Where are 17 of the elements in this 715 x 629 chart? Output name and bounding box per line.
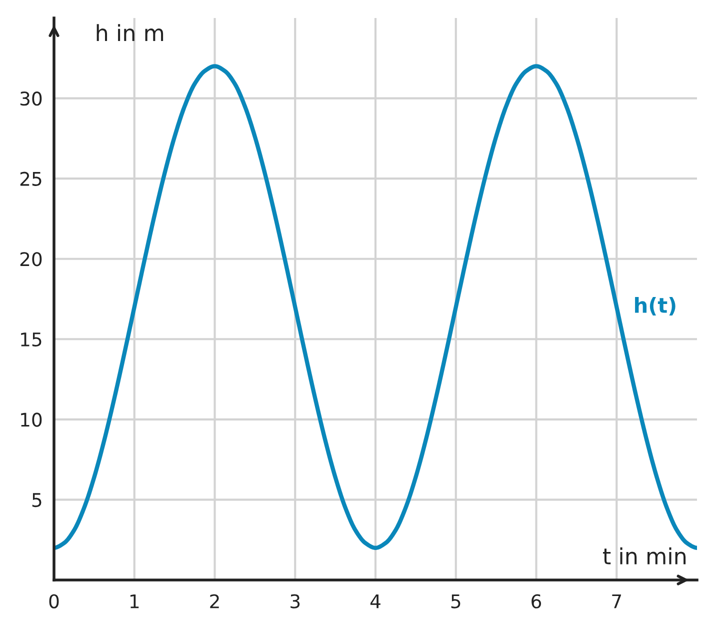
x-tick-label: 4 — [370, 594, 380, 608]
y-tick-label: 30 — [20, 91, 42, 106]
y-tick-label: 10 — [21, 412, 42, 427]
x-axis-title: t in min — [603, 547, 686, 564]
x-tick-label: 6 — [532, 594, 542, 608]
y-tick-label: 5 — [32, 493, 42, 508]
y-tick-label: 20 — [20, 252, 42, 266]
x-tick-label: 5 — [451, 594, 460, 608]
y-tick-label: 15 — [21, 332, 42, 347]
x-tick-label: 3 — [290, 594, 300, 608]
x-tick-label: 7 — [612, 594, 621, 608]
x-tick-label: 1 — [130, 594, 139, 608]
y-axis-title: h in m — [96, 24, 164, 41]
y-tick-label: 25 — [20, 172, 42, 186]
x-tick-label: 2 — [210, 594, 219, 608]
x-tick-label: 0 — [49, 594, 59, 608]
series-label: h(t) — [635, 296, 676, 316]
